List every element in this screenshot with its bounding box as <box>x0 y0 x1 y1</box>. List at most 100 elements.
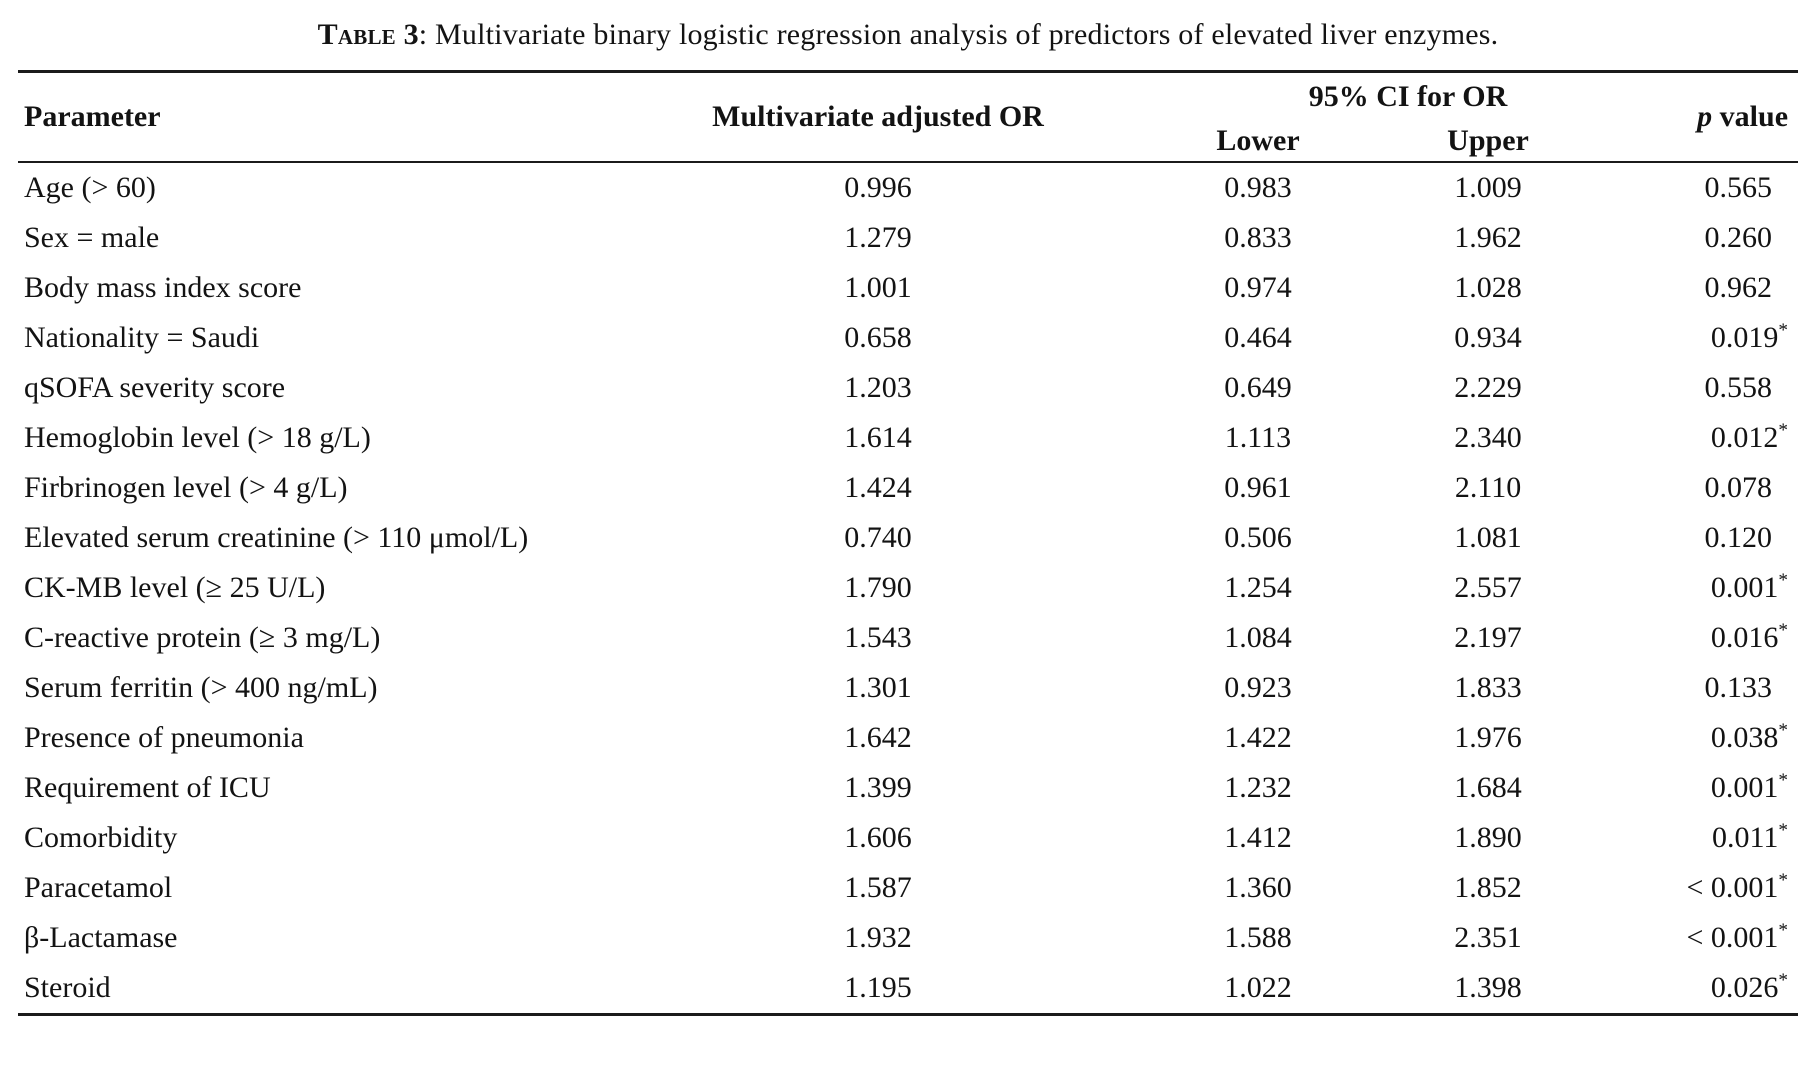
parameter-cell: Requirement of ICU <box>24 771 271 804</box>
ci-lower-cell: 1.022 <box>1224 971 1292 1004</box>
table-row: Comorbidity 1.606 1.412 1.890 0.011* <box>18 813 1798 863</box>
ci-upper-cell: 0.934 <box>1454 321 1522 354</box>
adjusted-or-cell: 1.606 <box>844 821 912 854</box>
significance-star: * <box>1778 620 1789 641</box>
p-value-number: < 0.001 <box>1686 921 1779 954</box>
significance-star: * <box>1778 970 1789 991</box>
p-value-cell: 0.001* <box>1638 763 1798 813</box>
ci-upper-cell: 2.557 <box>1454 571 1522 604</box>
p-value-cell: 0.038* <box>1638 713 1798 763</box>
ci-lower-cell: 1.254 <box>1224 571 1292 604</box>
table-caption-text: : Multivariate binary logistic regressio… <box>418 18 1499 51</box>
p-value-number: 0.001 <box>1710 771 1779 804</box>
p-value-number: 0.133 <box>1704 671 1773 704</box>
col-header-ci-group: 95% CI for OR <box>1308 80 1508 113</box>
table-body: Age (> 60) 0.996 0.983 1.009 0.565 Sex = male… <box>18 162 1798 1015</box>
adjusted-or-cell: 1.203 <box>844 371 912 404</box>
adjusted-or-cell: 0.996 <box>844 171 912 204</box>
ci-lower-cell: 0.923 <box>1224 671 1292 704</box>
p-value-rest: value <box>1712 100 1789 133</box>
table-row: Presence of pneumonia 1.642 1.422 1.976 0.03… <box>18 713 1798 763</box>
regression-table: Parameter Multivariate adjusted OR 95% C… <box>18 70 1799 1016</box>
parameter-cell: Paracetamol <box>24 871 173 904</box>
ci-upper-cell: 1.833 <box>1454 671 1522 704</box>
table-footnotes: Note: Dependent variable = had admission… <box>18 1016 1798 1092</box>
ci-lower-cell: 1.588 <box>1224 921 1292 954</box>
p-value-number: 0.001 <box>1710 571 1779 604</box>
significance-star: * <box>1778 770 1789 791</box>
parameter-cell: CK-MB level (≥ 25 U/L) <box>24 571 326 604</box>
table-row: Firbrinogen level (> 4 g/L) 1.424 0.961 2.1… <box>18 463 1798 513</box>
p-value-italic: p <box>1697 100 1713 133</box>
ci-lower-cell: 0.974 <box>1224 271 1292 304</box>
p-value-number: 0.016 <box>1710 621 1779 654</box>
ci-upper-cell: 1.976 <box>1454 721 1522 754</box>
parameter-cell: Elevated serum creatinine (> 110 μmol/L) <box>24 521 529 554</box>
p-value-number: 0.260 <box>1704 221 1773 254</box>
table-row: Hemoglobin level (> 18 g/L) 1.614 1.113 2.3… <box>18 413 1798 463</box>
table-row: Requirement of ICU 1.399 1.232 1.684 0.001* <box>18 763 1798 813</box>
ci-upper-cell: 1.962 <box>1454 221 1522 254</box>
p-value-cell: 0.019* <box>1638 313 1798 363</box>
parameter-cell: Sex = male <box>24 221 160 254</box>
adjusted-or-cell: 1.424 <box>844 471 912 504</box>
adjusted-or-cell: 1.001 <box>844 271 912 304</box>
significance-star: * <box>1778 920 1789 941</box>
parameter-cell: Body mass index score <box>24 271 302 304</box>
p-value-number: 0.026 <box>1710 971 1779 1004</box>
p-value-number: 0.120 <box>1704 521 1773 554</box>
table-caption: Table 3: Multivariate binary logistic re… <box>18 0 1798 70</box>
p-value-cell: 0.016* <box>1638 613 1798 663</box>
table-row: CK-MB level (≥ 25 U/L) 1.790 1.254 2.557 0.0… <box>18 563 1798 613</box>
p-value-number: < 0.001 <box>1686 871 1779 904</box>
adjusted-or-cell: 1.790 <box>844 571 912 604</box>
p-value-cell: 0.565 <box>1638 162 1798 213</box>
p-value-cell: 0.026* <box>1638 963 1798 1015</box>
p-value-number: 0.019 <box>1710 321 1779 354</box>
p-value-cell: 0.012* <box>1638 413 1798 463</box>
table-row: C-reactive protein (≥ 3 mg/L) 1.543 1.084 2… <box>18 613 1798 663</box>
p-value-cell: 0.011* <box>1638 813 1798 863</box>
table-row: Elevated serum creatinine (> 110 μmol/L)… <box>18 513 1798 563</box>
parameter-cell: Steroid <box>24 971 111 1004</box>
ci-upper-cell: 1.028 <box>1454 271 1522 304</box>
ci-upper-cell: 1.398 <box>1454 971 1522 1004</box>
p-value-cell: 0.962 <box>1638 263 1798 313</box>
p-value-number: 0.012 <box>1710 421 1779 454</box>
p-value-cell: 0.001* <box>1638 563 1798 613</box>
col-header-adjusted-or: Multivariate adjusted OR <box>712 100 1044 133</box>
ci-lower-cell: 1.422 <box>1224 721 1292 754</box>
col-header-parameter: Parameter <box>24 100 161 133</box>
col-header-p-value: p value <box>1638 72 1798 163</box>
p-value-number: 0.011 <box>1712 821 1779 854</box>
adjusted-or-cell: 1.642 <box>844 721 912 754</box>
ci-lower-cell: 1.232 <box>1224 771 1292 804</box>
p-value-number: 0.078 <box>1704 471 1773 504</box>
table-row: qSOFA severity score 1.203 0.649 2.229 0.558 <box>18 363 1798 413</box>
ci-upper-cell: 1.081 <box>1454 521 1522 554</box>
table-row: Sex = male 1.279 0.833 1.962 0.260 <box>18 213 1798 263</box>
parameter-cell: Serum ferritin (> 400 ng/mL) <box>24 671 378 704</box>
ci-upper-cell: 2.110 <box>1454 471 1522 504</box>
table-row: Steroid 1.195 1.022 1.398 0.026* <box>18 963 1798 1015</box>
col-header-ci-upper: Upper <box>1447 124 1529 157</box>
adjusted-or-cell: 1.614 <box>844 421 912 454</box>
p-value-cell: < 0.001* <box>1638 913 1798 963</box>
ci-lower-cell: 0.464 <box>1224 321 1292 354</box>
table-caption-label: Table 3 <box>317 18 419 51</box>
parameter-cell: Comorbidity <box>24 821 178 854</box>
table-row: β-Lactamase 1.932 1.588 2.351 < 0.001* <box>18 913 1798 963</box>
p-value-cell: 0.078 <box>1638 463 1798 513</box>
adjusted-or-cell: 1.587 <box>844 871 912 904</box>
adjusted-or-cell: 1.543 <box>844 621 912 654</box>
adjusted-or-cell: 1.932 <box>844 921 912 954</box>
p-value-cell: 0.120 <box>1638 513 1798 563</box>
ci-upper-cell: 2.351 <box>1454 921 1522 954</box>
ci-lower-cell: 1.084 <box>1224 621 1292 654</box>
significance-star: * <box>1778 320 1789 341</box>
parameter-cell: β-Lactamase <box>24 921 178 954</box>
p-value-number: 0.038 <box>1710 721 1779 754</box>
parameter-cell: Nationality = Saudi <box>24 321 260 354</box>
parameter-cell: C-reactive protein (≥ 3 mg/L) <box>24 621 381 654</box>
